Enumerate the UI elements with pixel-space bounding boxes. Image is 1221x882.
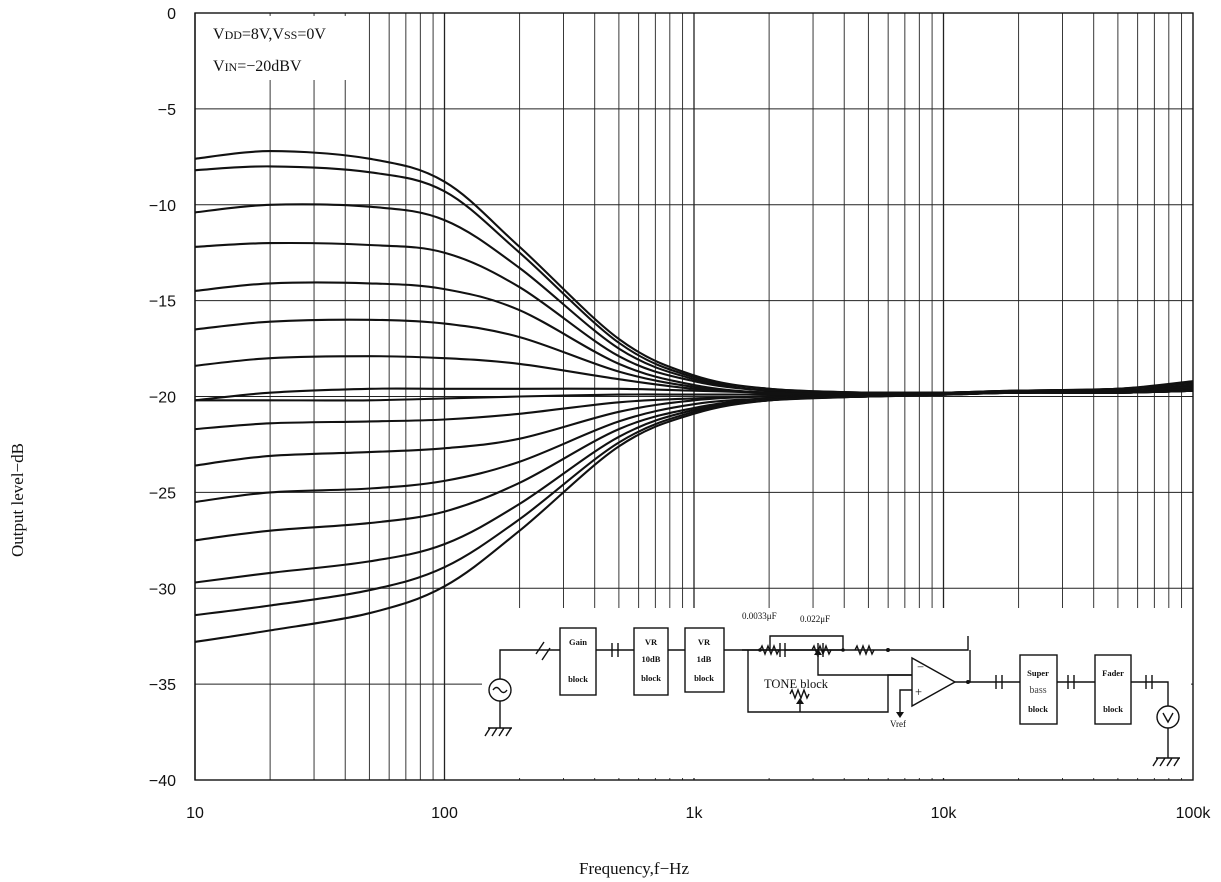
supply-condition: VDD=8V,VSS=0V [213, 26, 326, 43]
y-tick-label: −10 [149, 198, 176, 215]
x-tick-label: 100k [1176, 805, 1212, 822]
gain-block-line2: block [568, 674, 588, 684]
y-tick-label: −35 [149, 677, 176, 694]
response-curves [194, 150, 1194, 643]
fader-block-line1: Fader [1102, 668, 1124, 678]
vr1-block-line2: 1dB [697, 654, 712, 664]
inset-wiring [484, 627, 1180, 767]
vr1-block-line1: VR [698, 637, 711, 647]
y-tick-label: −20 [149, 390, 176, 407]
conditions-box-bg [203, 16, 363, 80]
y-tick-label: −5 [158, 102, 176, 119]
x-tick-label: 1k [686, 805, 704, 822]
plot-frame [194, 12, 1194, 781]
y-tick-label: −15 [149, 294, 176, 311]
x-tick-label: 100 [431, 805, 458, 822]
y-tick-label: −40 [149, 773, 176, 790]
y-tick-label: −25 [149, 485, 176, 502]
opamp-minus: − [917, 660, 924, 674]
capacitor-1-label: 0.0033μF [742, 611, 777, 621]
y-tick-label: 0 [167, 6, 176, 23]
vr1-block-line3: block [694, 673, 714, 683]
y-axis-label: Output level−dB [8, 443, 27, 557]
response-curve-16 [194, 389, 1194, 643]
x-axis-label: Frequency,f−Hz [579, 859, 689, 878]
vr10-block-line2: 10dB [642, 654, 661, 664]
x-tick-labels: 10 100 1k 10k 100k [186, 805, 1211, 822]
inset-arrows [758, 648, 970, 718]
capacitor-2-label: 0.022μF [800, 614, 830, 624]
superbass-block-line2: bass [1029, 685, 1046, 696]
vr10-block-line1: VR [645, 637, 658, 647]
vr10-block-line3: block [641, 673, 661, 683]
fader-block-line2: block [1103, 704, 1123, 714]
tone-block-label: TONE block [764, 677, 829, 691]
gain-block-line1: Gain [569, 637, 587, 647]
vref-label: Vref [890, 719, 906, 729]
x-tick-label: 10k [931, 805, 958, 822]
input-condition: VIN=−20dBV [213, 58, 302, 75]
opamp-plus: + [915, 685, 922, 699]
superbass-block-line1: Super [1027, 668, 1049, 678]
y-tick-label: −30 [149, 581, 176, 598]
y-tick-labels: 0 −5 −10 −15 −20 −25 −30 −35 −40 [149, 6, 176, 790]
inset-block-diagram: − + Gain block VR 10dB block VR 1dB bloc… [482, 608, 1191, 778]
x-tick-label: 10 [186, 805, 204, 822]
superbass-block-line3: block [1028, 704, 1048, 714]
response-curve-5 [194, 281, 1194, 395]
